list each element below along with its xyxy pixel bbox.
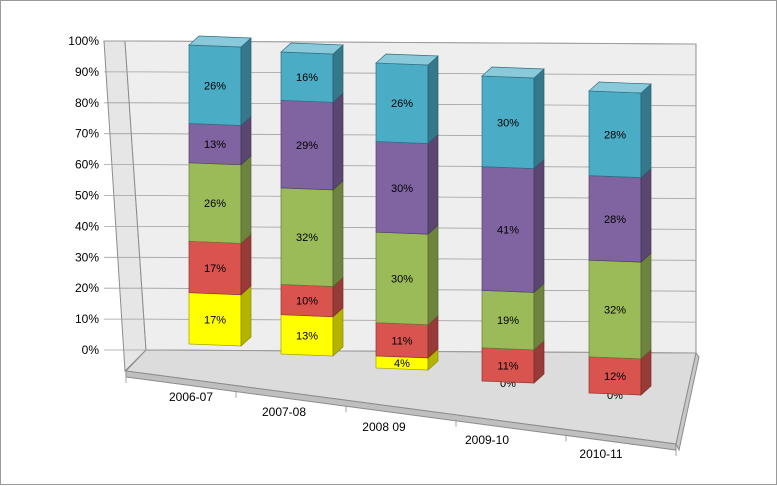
x-tick-label: 2010-11 [579, 447, 622, 461]
bar-segment-side [533, 68, 545, 170]
y-tick-label: 90% [75, 65, 99, 79]
bar-top [280, 42, 344, 55]
data-label: 30% [391, 183, 413, 195]
data-label: 32% [296, 232, 318, 244]
data-label: 41% [497, 224, 519, 236]
bar-segment-side [640, 167, 652, 263]
y-tick-label: 10% [75, 312, 99, 326]
data-label: 4% [394, 358, 410, 370]
y-tick-label: 60% [75, 158, 99, 172]
x-tick-label: 2006-07 [169, 390, 213, 404]
bar-segment-side [427, 133, 439, 235]
data-label: 10% [296, 296, 318, 308]
data-label: 26% [391, 98, 413, 110]
data-label: 30% [497, 117, 519, 129]
x-tick-label: 2007-08 [262, 405, 306, 419]
bar-segment-side [640, 252, 652, 360]
data-label: 17% [204, 263, 226, 275]
bar-segment-side [332, 44, 344, 104]
x-tick-label: 2009-10 [465, 433, 509, 447]
bar-segment-side [640, 83, 652, 179]
bar-segment-side [240, 155, 252, 245]
y-tick-label: 0% [82, 343, 100, 357]
bar-segment-side [533, 158, 545, 294]
bar-top [375, 53, 439, 66]
bar-top [588, 81, 652, 94]
bar-segment-side [240, 233, 252, 296]
data-label: 32% [604, 304, 626, 316]
y-tick-label: 40% [75, 219, 99, 233]
data-label: 11% [391, 335, 412, 347]
y-tick-label: 50% [75, 189, 99, 203]
data-label: 28% [604, 214, 626, 226]
data-label: 13% [204, 139, 226, 151]
data-label: 26% [204, 80, 226, 92]
y-tick-label: 80% [75, 96, 99, 110]
data-label: 11% [497, 360, 518, 372]
y-tick-label: 30% [75, 250, 99, 264]
x-tick-label: 2008 09 [362, 420, 406, 434]
data-label: 16% [296, 72, 318, 84]
data-label: 28% [604, 129, 626, 141]
data-label: 29% [296, 140, 318, 152]
data-label: 26% [204, 198, 226, 210]
bar-top [481, 66, 545, 79]
data-label: 30% [391, 273, 413, 285]
bar-segment-side [427, 224, 439, 326]
bar-segment-side [332, 92, 344, 191]
data-label: 13% [296, 330, 318, 342]
y-tick-label: 100% [68, 34, 99, 48]
y-tick-label: 70% [75, 127, 99, 141]
bar-top [188, 35, 252, 48]
data-label: 19% [497, 315, 519, 327]
data-label: 12% [604, 371, 626, 383]
bar-segment-side [533, 282, 545, 351]
bar-segment-side [427, 55, 439, 145]
bar-segment-side [240, 37, 252, 127]
floor-side-edge [675, 351, 700, 452]
bar-segment-side [332, 180, 344, 288]
bar-segment-side [240, 284, 252, 347]
data-label: 17% [204, 314, 226, 326]
y-tick-label: 20% [75, 281, 99, 295]
